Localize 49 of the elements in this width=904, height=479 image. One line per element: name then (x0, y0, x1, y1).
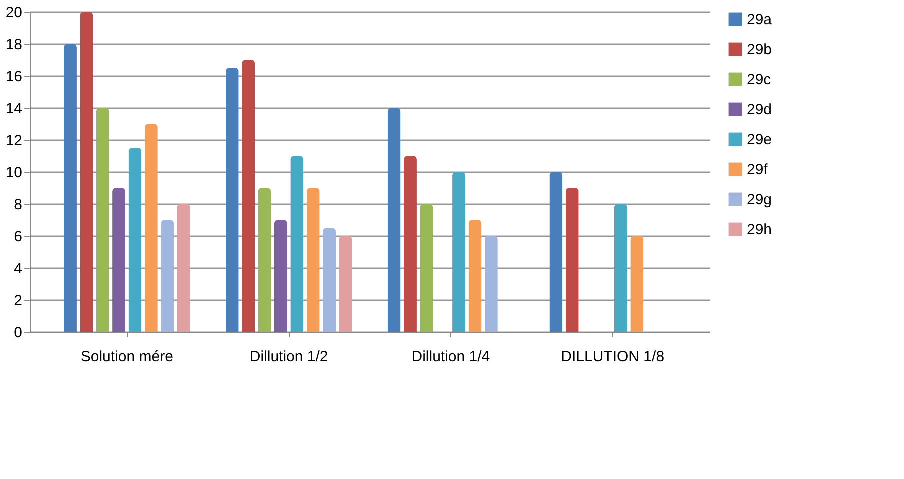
bar (96, 108, 110, 332)
y-tick-label: 0 (14, 324, 22, 342)
bar (484, 236, 498, 332)
bar (388, 108, 401, 332)
bar (274, 220, 288, 332)
bar (80, 12, 94, 332)
legend-label: 29c (747, 72, 772, 88)
legend-label: 29d (747, 102, 772, 118)
bar (290, 156, 304, 332)
bar (323, 228, 336, 332)
y-tick-label: 18 (6, 36, 22, 54)
legend-label: 29f (747, 162, 769, 178)
y-tick-label: 14 (6, 100, 22, 118)
bar (112, 188, 126, 332)
legend-label: 29b (747, 42, 772, 58)
x-tick-label: DILLUTION 1/8 (561, 348, 665, 366)
y-tick-label: 8 (14, 196, 22, 214)
bar (566, 188, 579, 332)
legend-label: 29h (747, 222, 772, 238)
bar (468, 220, 482, 332)
y-tick-label: 12 (6, 132, 22, 150)
bar (452, 172, 466, 332)
bar (161, 220, 174, 332)
y-tick-label: 4 (14, 260, 22, 278)
bar (614, 204, 628, 332)
y-tick-label: 6 (14, 228, 22, 246)
bar (306, 188, 320, 332)
y-tick-label: 16 (6, 68, 22, 86)
legend-label: 29e (747, 132, 772, 148)
bar (64, 44, 77, 332)
bar (144, 124, 158, 332)
y-tick-label: 20 (6, 4, 22, 22)
legend-label: 29g (747, 192, 772, 208)
bar (420, 204, 434, 332)
x-tick-label: Solution mére (80, 348, 174, 366)
bar (226, 68, 239, 332)
legend-label: 29a (747, 12, 773, 28)
bar (630, 236, 644, 332)
y-tick-label: 10 (6, 164, 22, 182)
bar (258, 188, 272, 332)
bar (404, 156, 417, 332)
bar (128, 148, 142, 332)
bar (339, 236, 352, 332)
bar (242, 60, 256, 332)
x-tick-label: Dillution 1/2 (250, 348, 328, 366)
bar (550, 172, 563, 332)
x-tick-label: Dillution 1/4 (412, 348, 490, 366)
y-tick-label: 2 (14, 292, 22, 310)
bar (177, 204, 190, 332)
